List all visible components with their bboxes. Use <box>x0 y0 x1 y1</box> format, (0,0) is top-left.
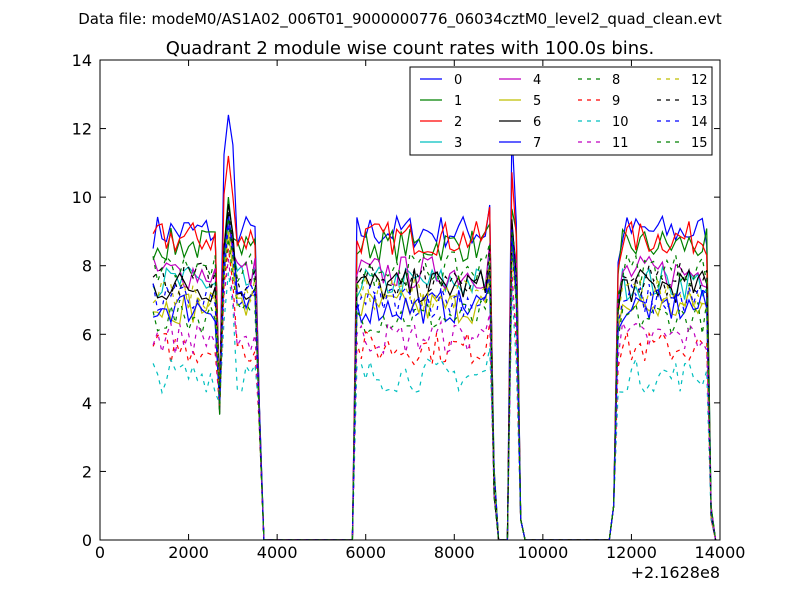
y-tick-label: 6 <box>82 325 92 344</box>
plot-frame <box>99 59 721 541</box>
legend-label-2: 2 <box>454 115 462 130</box>
series-line-4 <box>152 217 717 540</box>
y-tick-label: 8 <box>82 257 92 276</box>
legend-label-12: 12 <box>691 73 708 88</box>
series-line-5 <box>153 231 717 540</box>
legend-label-1: 1 <box>454 94 462 109</box>
legend-label-6: 6 <box>533 115 541 130</box>
legend-box <box>409 66 713 156</box>
series-line-14 <box>152 224 717 540</box>
x-tick-label: 2000 <box>168 543 209 562</box>
legend-label-5: 5 <box>533 94 541 109</box>
x-tick-label: 6000 <box>345 543 386 562</box>
series-line-11 <box>152 258 717 540</box>
x-offset-label: +2.1628e8 <box>631 563 720 582</box>
series-line-2 <box>152 155 717 540</box>
y-tick-label: 2 <box>82 462 92 481</box>
legend-label-11: 11 <box>612 136 629 151</box>
x-tick-label: 8000 <box>434 543 475 562</box>
series-line-10 <box>152 272 717 540</box>
x-tick-label: 0 <box>95 543 105 562</box>
y-tick-label: 10 <box>72 188 92 207</box>
y-tick-label: 4 <box>82 394 92 413</box>
series-line-13 <box>152 210 717 540</box>
series-line-12 <box>152 231 717 540</box>
legend-label-3: 3 <box>454 136 462 151</box>
chart-title: Quadrant 2 module wise count rates with … <box>166 38 655 59</box>
series-line-0 <box>152 114 717 540</box>
x-tick-label: 10000 <box>517 543 568 562</box>
legend-label-4: 4 <box>533 73 541 88</box>
legend-label-15: 15 <box>691 136 708 151</box>
series-line-15 <box>152 217 717 540</box>
legend-label-10: 10 <box>612 115 629 130</box>
figure-suptitle: Data file: modeM0/AS1A02_006T01_90000007… <box>78 10 722 29</box>
legend-label-9: 9 <box>612 94 620 109</box>
x-tick-label: 12000 <box>606 543 657 562</box>
series-line-1 <box>152 197 717 540</box>
legend-label-7: 7 <box>533 136 541 151</box>
x-tick-label: 14000 <box>695 543 746 562</box>
legend-label-14: 14 <box>691 115 708 130</box>
legend-label-13: 13 <box>691 94 708 109</box>
legend-label-0: 0 <box>454 73 462 88</box>
y-tick-label: 14 <box>72 51 92 70</box>
series-line-7 <box>152 214 717 540</box>
plot-area <box>152 114 717 540</box>
y-tick-label: 0 <box>82 531 92 550</box>
legend-label-8: 8 <box>612 73 620 88</box>
series-line-6 <box>152 203 717 540</box>
axes: 0 2000 4000 6000 8000 10000 12000 1400002468101… <box>72 51 746 562</box>
x-tick-label: 4000 <box>257 543 298 562</box>
series-line-8 <box>152 238 717 540</box>
y-tick-label: 12 <box>72 120 92 139</box>
